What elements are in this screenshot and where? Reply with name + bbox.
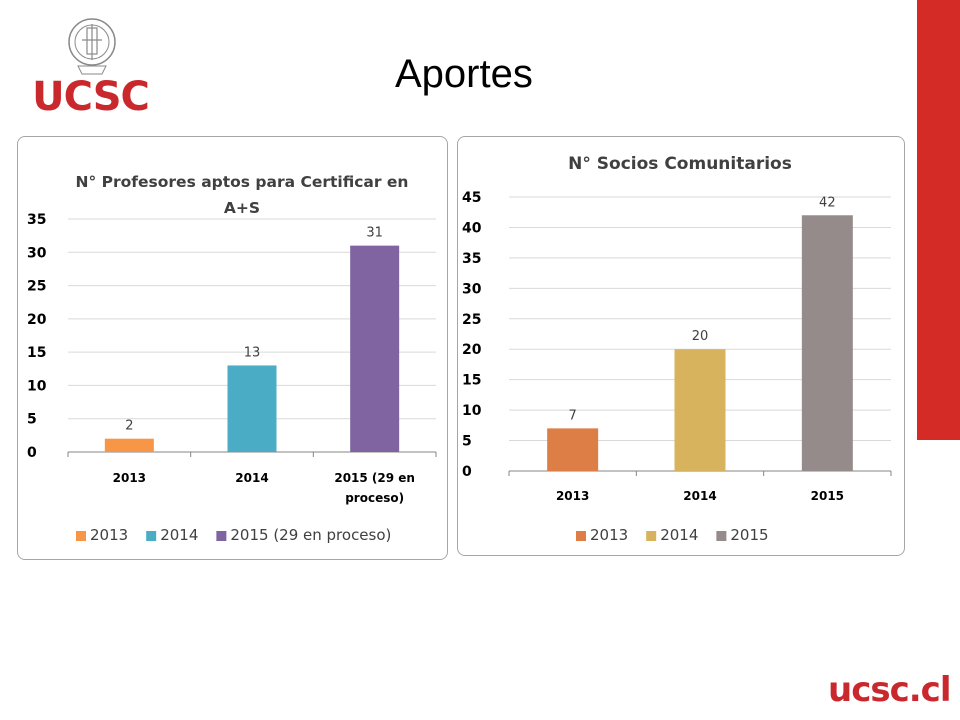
y-tick-label: 10 [462,403,482,419]
brand-accent-bar [917,0,960,440]
y-tick-label: 35 [462,251,481,267]
legend-swatch [146,531,157,541]
page-title: Aportes [395,52,533,96]
data-label: 42 [819,195,836,210]
y-tick-label: 30 [462,281,482,297]
university-seal-icon [68,18,116,75]
chart-title: N° Socios Comunitarios [568,154,792,174]
footer-logo-ucsc-cl: ucsc.cl [828,670,951,710]
legend-label: 2013 [90,526,128,544]
bar-2014 [674,349,726,471]
chart-panel-socios: N° Socios Comunitarios 0 5 10 15 20 25 30 35 40 45… [457,136,905,556]
y-tick-label: 15 [462,373,481,389]
bar-2015 [801,215,853,471]
y-tick-label: 35 [27,212,46,228]
ucsc-logo: UCSC [28,16,153,121]
x-tick-label: 2014 [235,471,268,485]
data-label: 20 [692,329,709,344]
legend-label: 2014 [660,526,698,544]
x-tick-label: 2013 [113,471,146,485]
legend-label: 2015 [730,526,768,544]
legend-swatch [576,531,586,541]
y-tick-label: 20 [462,342,482,358]
y-tick-label: 30 [27,245,47,261]
x-tick-label: 2013 [556,489,589,503]
profesores-bar-chart: N° Profesores aptos para Certificar en A+… [27,173,437,544]
logo-wordmark: UCSC [32,74,150,120]
data-label: 31 [366,226,383,241]
x-tick-label: proceso) [345,491,404,505]
y-tick-label: 0 [27,445,37,461]
y-tick-label: 5 [27,412,37,428]
data-label: 2 [125,419,133,434]
y-tick-label: 45 [462,190,481,206]
socios-bar-chart: N° Socios Comunitarios 0 5 10 15 20 25 30 35 40 45… [462,154,892,544]
y-tick-label: 40 [462,220,482,236]
y-tick-label: 0 [462,464,472,480]
chart-title: A+S [224,199,260,217]
legend-swatch [646,531,657,541]
legend-label: 2014 [160,526,198,544]
chart-title: N° Profesores aptos para Certificar en [76,173,409,191]
y-tick-label: 20 [27,312,47,328]
y-tick-label: 25 [27,279,46,295]
bar-2013 [547,428,599,471]
legend-swatch [76,531,86,541]
x-tick-label: 2015 [811,489,844,503]
data-label: 7 [569,408,577,423]
legend-label: 2013 [590,526,628,544]
y-tick-label: 10 [27,378,47,394]
x-tick-label: 2015 (29 en [334,471,415,485]
bar-2013 [104,438,154,452]
y-tick-label: 25 [462,312,481,328]
bar-2014 [227,365,277,452]
y-tick-label: 15 [27,345,46,361]
legend-label: 2015 (29 en proceso) [230,526,391,544]
legend-swatch [716,531,727,541]
legend-swatch [216,531,227,541]
chart-panel-profesores: N° Profesores aptos para Certificar en A+… [17,136,448,560]
x-tick-label: 2014 [683,489,716,503]
data-label: 13 [244,345,261,360]
y-tick-label: 5 [462,434,472,450]
bar-2015 [350,245,400,452]
